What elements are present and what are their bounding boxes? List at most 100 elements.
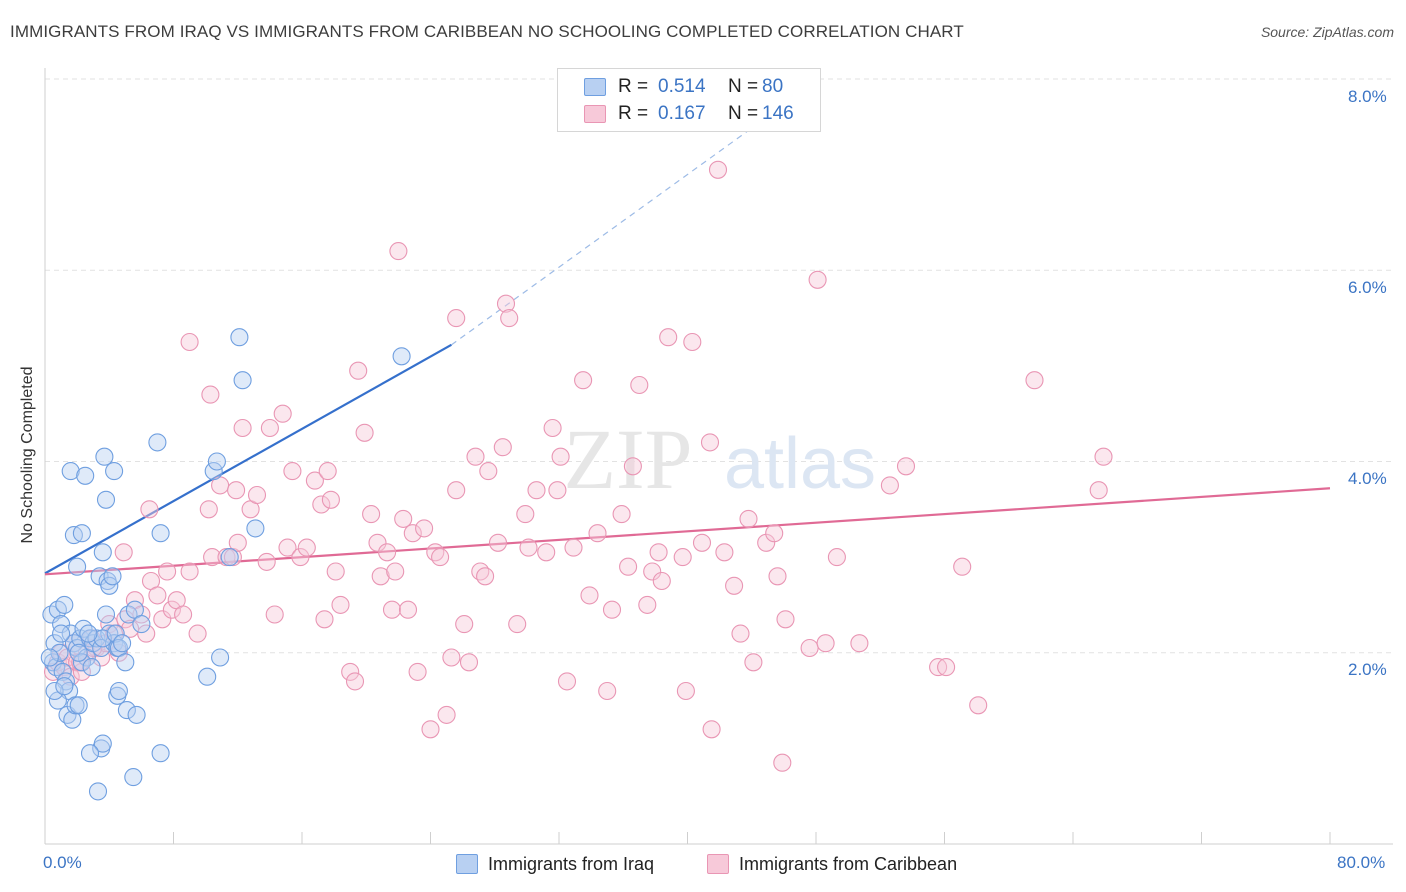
point-iraq [69, 696, 88, 715]
x-axis-max-label: 80.0% [1337, 853, 1386, 872]
point-caribbean [265, 605, 284, 624]
point-caribbean [692, 533, 712, 552]
y-tick-label: 6.0% [1348, 278, 1387, 297]
point-iraq [220, 548, 239, 567]
point-caribbean [543, 418, 562, 438]
point-iraq [68, 557, 87, 576]
point-caribbean [800, 638, 819, 658]
point-caribbean [466, 447, 485, 466]
point-caribbean [683, 332, 702, 352]
point-caribbean [403, 524, 422, 543]
point-caribbean [739, 509, 758, 528]
point-caribbean [247, 485, 267, 505]
point-caribbean [557, 672, 577, 691]
point-iraq [106, 624, 125, 643]
legend-item-caribbean[interactable]: Immigrants from Caribbean [707, 851, 957, 877]
point-caribbean [273, 404, 292, 423]
trendline-iraq-extension [451, 131, 748, 346]
point-iraq [55, 677, 74, 696]
point-caribbean [880, 476, 899, 495]
point-caribbean [700, 433, 720, 452]
legend-item-iraq[interactable]: Immigrants from Iraq [456, 851, 654, 877]
point-iraq [45, 681, 64, 701]
point-caribbean [43, 662, 63, 681]
legend-row-iraq: R = 0.514 N = 80 [584, 76, 783, 98]
point-caribbean [773, 753, 792, 772]
data-points [40, 160, 1113, 801]
point-caribbean [725, 576, 744, 595]
point-caribbean [708, 160, 728, 179]
point-caribbean [158, 562, 177, 581]
point-caribbean [602, 600, 622, 619]
point-iraq [52, 624, 71, 643]
point-iraq [100, 576, 119, 595]
point-iraq [117, 701, 136, 720]
point-iraq [80, 744, 100, 763]
point-caribbean [551, 447, 570, 466]
point-caribbean [362, 505, 381, 524]
point-caribbean [291, 548, 310, 567]
point-caribbean [201, 385, 220, 404]
point-iraq [79, 624, 98, 643]
point-caribbean [652, 571, 671, 591]
point-caribbean [318, 462, 337, 481]
point-caribbean [816, 634, 835, 653]
y-tick-label: 2.0% [1348, 660, 1387, 679]
point-iraq [148, 433, 167, 452]
point-caribbean [1089, 481, 1108, 500]
point-caribbean [623, 457, 642, 476]
point-caribbean [386, 562, 405, 581]
point-caribbean [321, 490, 340, 509]
point-caribbean [203, 548, 222, 567]
point-caribbean [527, 481, 546, 500]
point-caribbean [493, 438, 512, 457]
point-iraq [105, 462, 124, 481]
point-caribbean [349, 361, 368, 380]
y-tick-label: 4.0% [1348, 469, 1387, 488]
point-caribbean [649, 543, 668, 562]
point-caribbean [153, 610, 172, 629]
point-iraq [72, 653, 91, 672]
point-caribbean [715, 543, 734, 562]
watermark-atlas: atlas [724, 424, 876, 504]
point-caribbean [180, 562, 199, 581]
point-iraq [246, 519, 265, 538]
point-caribbean [394, 509, 413, 528]
point-caribbean [638, 595, 657, 614]
point-caribbean [548, 481, 567, 500]
point-caribbean [260, 418, 279, 438]
watermark: ZIP atlas [564, 411, 877, 507]
legend-n-value: 80 [762, 76, 784, 97]
point-caribbean [431, 548, 450, 567]
point-caribbean [326, 562, 345, 581]
point-caribbean [612, 505, 631, 524]
point-caribbean [389, 242, 408, 261]
point-iraq [53, 662, 72, 681]
point-caribbean [516, 505, 535, 524]
point-iraq [230, 328, 249, 347]
point-caribbean [398, 600, 418, 619]
point-caribbean [72, 662, 91, 681]
point-caribbean [341, 662, 360, 681]
point-caribbean [148, 586, 167, 605]
point-iraq [103, 567, 122, 586]
trend-lines [44, 131, 1331, 576]
point-iraq [109, 681, 128, 701]
point-iraq [61, 462, 80, 481]
point-iraq [233, 371, 252, 390]
point-iraq [45, 634, 64, 653]
point-iraq [127, 705, 146, 724]
point-caribbean [937, 658, 956, 677]
point-iraq [55, 595, 74, 614]
point-caribbean [355, 423, 374, 442]
x-axis-min-label: 0.0% [43, 853, 82, 872]
axes [44, 68, 1393, 845]
point-caribbean [442, 648, 461, 667]
point-iraq [151, 524, 170, 543]
point-caribbean [382, 600, 402, 619]
point-iraq [96, 490, 116, 509]
point-iraq [43, 653, 63, 672]
point-caribbean [676, 681, 695, 701]
point-caribbean [371, 567, 390, 586]
